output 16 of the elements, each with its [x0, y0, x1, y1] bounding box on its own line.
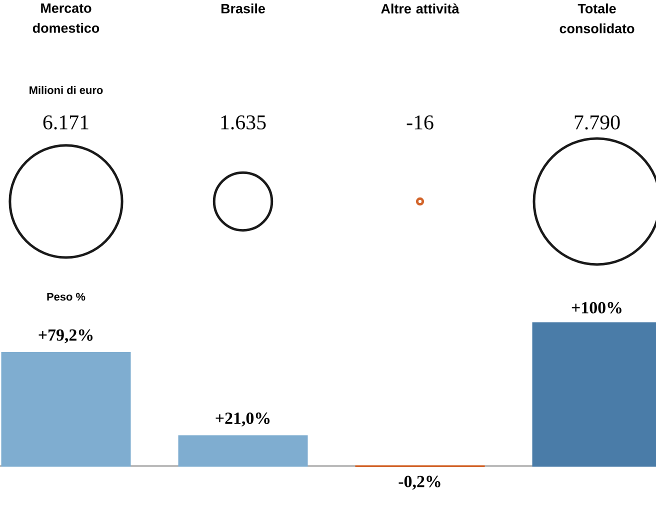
text: 1.635 [221, 115, 266, 130]
x-tick-label: Totale consolidato [560, 4, 634, 34]
text: 7.790 [574, 115, 620, 130]
data-label: +100% [572, 302, 622, 314]
x-tick-label: Altre attività [381, 4, 460, 14]
x-tick-label: Brasile [221, 4, 265, 14]
text: Milioni di euro [30, 86, 103, 94]
bar [178, 435, 308, 467]
data-label: +79,2% [38, 329, 93, 344]
bar [1, 352, 131, 467]
x-tick-label: Mercato domestico [32, 4, 100, 33]
annotation: Peso % [47, 292, 86, 301]
data-label: -0,2% [398, 476, 440, 490]
text: 6.171 [43, 115, 88, 130]
text: -16 [406, 115, 434, 130]
data-label: +21,0% [216, 412, 270, 426]
